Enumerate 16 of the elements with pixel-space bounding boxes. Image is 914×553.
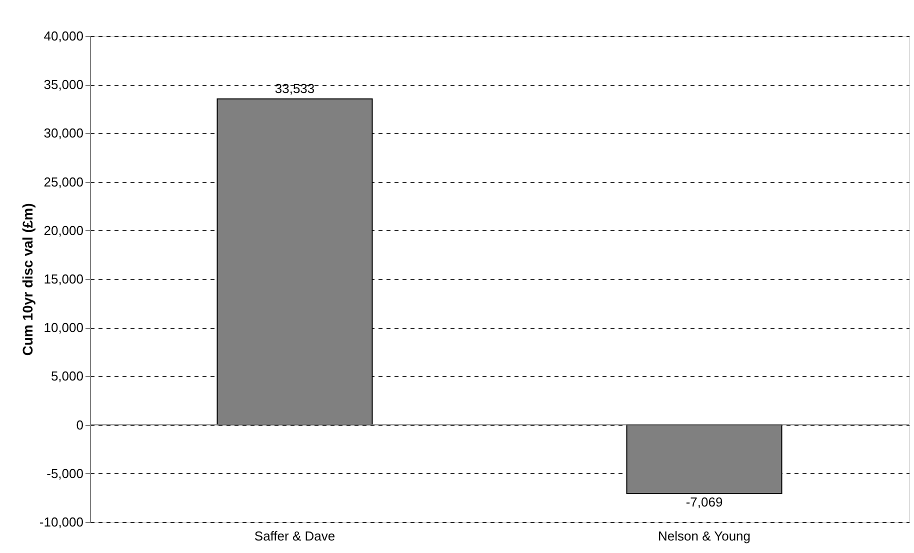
y-axis-title: Cum 10yr disc val (£m) [19,203,36,356]
data-label: 33,533 [274,80,315,96]
x-tick-label: Saffer & Dave [254,528,336,544]
y-tick-label: -10,000 [39,514,84,530]
data-label: -7,069 [686,494,723,510]
y-tick-label: 5,000 [50,368,84,384]
y-tick-label: 30,000 [44,126,84,141]
y-tick-label: 20,000 [44,222,84,238]
y-tick-label: -5,000 [46,466,84,481]
y-tick-label: 35,000 [44,77,84,92]
y-tick-label: 15,000 [44,272,84,286]
y-tick-label: 25,000 [44,174,84,190]
y-tick-label: 0 [76,417,84,432]
y-tick-label: 10,000 [44,320,84,336]
x-tick-label: Nelson & Young [658,528,751,544]
y-tick-label: 40,000 [44,28,84,44]
